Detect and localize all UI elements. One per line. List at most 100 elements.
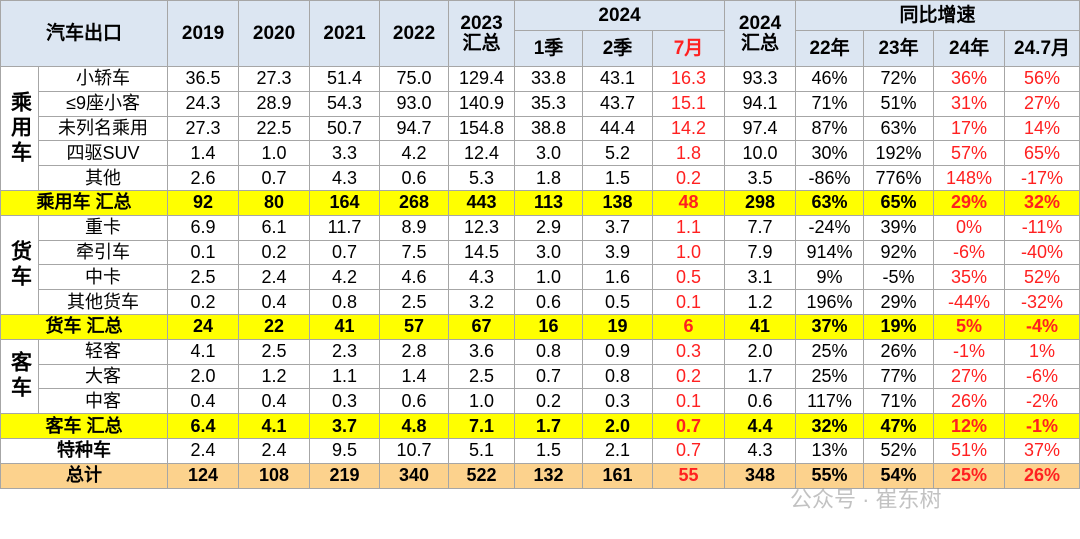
cell: 0.3 [309, 388, 381, 415]
cell: 77% [863, 363, 935, 390]
cell: 3.5 [724, 165, 797, 191]
cell: 0.1 [652, 289, 726, 315]
cell: 4.6 [379, 264, 450, 291]
cell: 36.5 [167, 66, 240, 92]
cell: 1.2 [724, 289, 797, 315]
cell: 0% [933, 214, 1006, 241]
cell: 6 [652, 313, 726, 340]
cell: 92 [167, 189, 240, 216]
cell: 37% [795, 313, 865, 340]
cell: 14.2 [652, 115, 726, 142]
cell: 48 [652, 189, 726, 216]
row: 中客 0.4 0.4 0.3 0.6 1.0 0.2 0.3 0.1 0.6 117% 71% 26% -… [1, 388, 1080, 415]
cell: 47% [863, 413, 935, 439]
cell: 2.3 [309, 338, 381, 365]
cell: 3.7 [309, 413, 381, 439]
cell: 0.3 [652, 338, 726, 365]
cell: 54% [863, 462, 935, 489]
cell: 0.7 [309, 239, 381, 266]
table-body: 乘用车 小轿车 36.5 27.3 51.4 75.0 129.4 33.8 43.1 16.3 9… [0, 66, 1080, 489]
cell: 16 [514, 313, 584, 340]
cell: 26% [863, 338, 935, 365]
cell: -86% [795, 165, 865, 191]
cell: 11.7 [309, 214, 381, 241]
cell: 0.1 [167, 239, 240, 266]
row-label: 总计 [0, 462, 169, 489]
cell: 43.7 [582, 90, 654, 117]
cell: 0.1 [652, 388, 726, 415]
row-label: ≤9座小客 [37, 90, 169, 117]
cell: 2.8 [379, 338, 450, 365]
cell: 57% [933, 140, 1006, 167]
cell: 24 [167, 313, 240, 340]
cell: 63% [863, 115, 935, 142]
year: 2021 [309, 0, 381, 67]
cell: 0.6 [514, 289, 584, 315]
cell: 19% [863, 313, 935, 340]
cell: 4.8 [379, 413, 450, 439]
cell: 51% [933, 437, 1006, 464]
row: 大客 2.0 1.2 1.1 1.4 2.5 0.7 0.8 0.2 1.7 25% 77% 27% -6… [1, 363, 1080, 390]
cell: 1.0 [652, 239, 726, 266]
cell: 1.1 [652, 214, 726, 241]
corner: 汽车出口 [0, 0, 169, 67]
cell: 0.4 [238, 388, 311, 415]
cell: 2.5 [238, 338, 311, 365]
cell: 0.7 [652, 413, 726, 439]
line: 2023 [460, 12, 503, 34]
cell: 17% [933, 115, 1006, 142]
cell: 6.4 [167, 413, 240, 439]
cell: 33.8 [514, 66, 584, 92]
cell: 340 [379, 462, 450, 489]
cell: 94.7 [379, 115, 450, 142]
cell: 6.9 [167, 214, 240, 241]
cell: 108 [238, 462, 311, 489]
cell: 10.7 [379, 437, 450, 464]
cell: 39% [863, 214, 935, 241]
cell: 5% [933, 313, 1006, 340]
cell: 93.3 [724, 66, 797, 92]
cell: -4% [1004, 313, 1080, 340]
cell: 19 [582, 313, 654, 340]
cell: 52% [1004, 264, 1080, 291]
cell: 13% [795, 437, 865, 464]
cell: 2.1 [582, 437, 654, 464]
cell: 29% [863, 289, 935, 315]
cell: 1.5 [582, 165, 654, 191]
cell: -6% [1004, 363, 1080, 390]
row: 其他货车 0.2 0.4 0.8 2.5 3.2 0.6 0.5 0.1 1.2 196% 29% -4… [1, 289, 1080, 315]
subtotal-row: 乘用车 汇总 92 80 164 268 443 113 138 48 298 63% 65% 29% 3… [0, 189, 1080, 216]
cell: 2.0 [167, 363, 240, 390]
cell: 161 [582, 462, 654, 489]
cell: 2.4 [167, 437, 240, 464]
cell: 3.3 [309, 140, 381, 167]
cell: 94.1 [724, 90, 797, 117]
cell: 8.9 [379, 214, 450, 241]
cell: 0.9 [582, 338, 654, 365]
cell: 9% [795, 264, 865, 291]
cell: 9.5 [309, 437, 381, 464]
cell: 97.4 [724, 115, 797, 142]
row-label: 四驱SUV [37, 140, 169, 167]
row-label: 货车 汇总 [0, 313, 169, 340]
cell: 27% [1004, 90, 1080, 117]
growth-col: 22年 [795, 30, 865, 67]
row: 特种车 2.4 2.4 9.5 10.7 5.1 1.5 2.1 0.7 4.3 13% 52% 51%… [0, 437, 1080, 464]
cell: 65% [863, 189, 935, 216]
cell: 2.6 [167, 165, 240, 191]
year: 2024 [514, 0, 726, 31]
cell: 41 [309, 313, 381, 340]
cell: 1.0 [448, 388, 516, 415]
row-label: 特种车 [0, 437, 169, 464]
cell: 117% [795, 388, 865, 415]
growth-col: 23年 [863, 30, 935, 67]
row-label: 客车 汇总 [0, 413, 169, 439]
row: 客车 轻客 4.1 2.5 2.3 2.8 3.6 0.8 0.9 0.3 2.0 25% 26% -1%… [0, 338, 1080, 415]
cell: 2.4 [238, 264, 311, 291]
cell: 4.1 [167, 338, 240, 365]
cell: 71% [795, 90, 865, 117]
cell: 196% [795, 289, 865, 315]
cell: 30% [795, 140, 865, 167]
year-total: 2024 汇总 [724, 0, 797, 67]
cell: -1% [933, 338, 1006, 365]
